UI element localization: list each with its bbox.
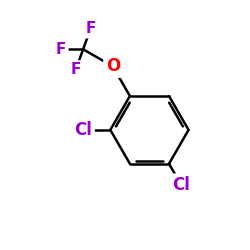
Text: O: O	[106, 58, 120, 76]
Text: F: F	[70, 62, 81, 78]
Text: Cl: Cl	[74, 121, 92, 139]
Text: F: F	[56, 42, 66, 57]
Text: Cl: Cl	[172, 176, 190, 194]
Text: F: F	[86, 21, 96, 36]
